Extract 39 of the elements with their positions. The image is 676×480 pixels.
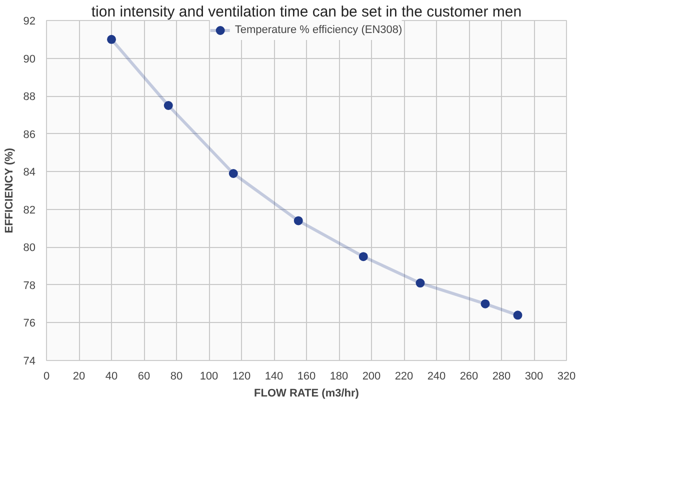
x-tick-label: 220 [394,370,414,382]
y-tick-label: 86 [23,128,36,141]
y-tick-label: 90 [23,53,36,66]
point [358,252,368,262]
x-tick-label: 0 [43,370,50,382]
x-tick-label: 140 [264,370,284,382]
point [164,101,173,110]
point [107,34,116,44]
x-tick-label: 80 [170,370,183,382]
point [416,278,425,288]
y-tick-label: 76 [23,318,36,330]
x-tick-label: 240 [427,370,446,382]
text: tion intensity and ventilation time can be set in the customer men [91,4,522,20]
x-tick-label: 120 [232,370,251,382]
x-tick-label: 180 [330,370,348,382]
legend-label: Temperature % efficiency (EN308) [234,24,402,36]
x-tick-label: 300 [524,370,544,382]
x-tick-label: 100 [200,370,218,382]
y-tick-label: 82 [23,204,36,216]
y-tick-label: 92 [23,16,36,28]
y-tick-label: 84 [23,166,36,179]
x-tick-label: 200 [362,370,381,382]
x-tick-label: 160 [297,370,316,382]
y-tick-label: 74 [23,356,36,368]
y-tick-label: 88 [23,91,36,104]
x-tick-label: 280 [492,370,511,382]
point [480,299,490,308]
y-axis-title: EFFICIENCY (%) [3,148,16,234]
x-axis-title: FLOW RATE (m3/hr) [254,388,360,400]
x-tick-label: 320 [557,370,576,382]
point [513,310,522,320]
point [294,216,303,226]
x-tick-label: 40 [105,370,118,382]
point [228,169,238,178]
x-tick-label: 60 [138,370,150,382]
y-tick-label: 78 [23,280,36,292]
x-tick-label: 260 [460,370,478,382]
x-tick-label: 20 [72,370,86,382]
y-tick-label: 80 [23,242,36,254]
